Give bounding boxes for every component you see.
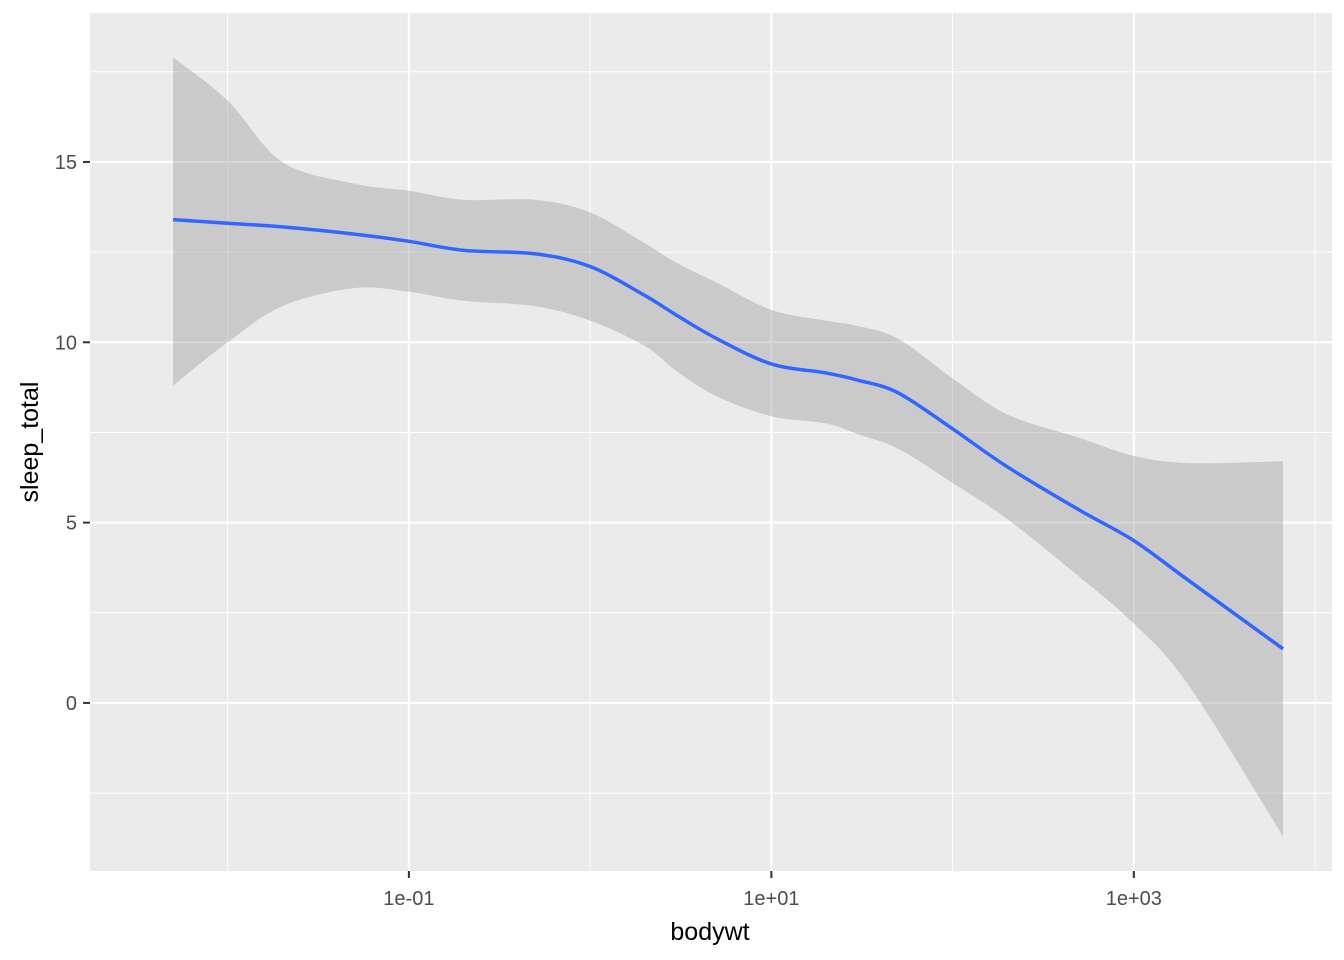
y-tick-label: 15: [55, 152, 77, 174]
minor-gridlines: [90, 13, 1332, 871]
x-axis-title: bodywt: [670, 918, 749, 946]
smooth-line: [172, 217, 1285, 651]
major-gridlines: [90, 13, 1332, 871]
y-axis-title: sleep_total: [16, 382, 44, 503]
confidence-ribbon: [173, 57, 1284, 837]
y-axis: 0 5 10 15: [55, 152, 90, 715]
y-tick-label: 10: [55, 332, 77, 354]
y-tick-label: 5: [66, 513, 77, 535]
x-tick-label: 1e+01: [743, 888, 799, 910]
y-tick-label: 0: [66, 693, 77, 715]
panel-background: [90, 13, 1332, 871]
x-axis: 1e-01 1e+01 1e+03: [383, 871, 1162, 910]
x-tick-label: 1e-01: [383, 888, 434, 910]
x-tick-label: 1e+03: [1106, 888, 1162, 910]
